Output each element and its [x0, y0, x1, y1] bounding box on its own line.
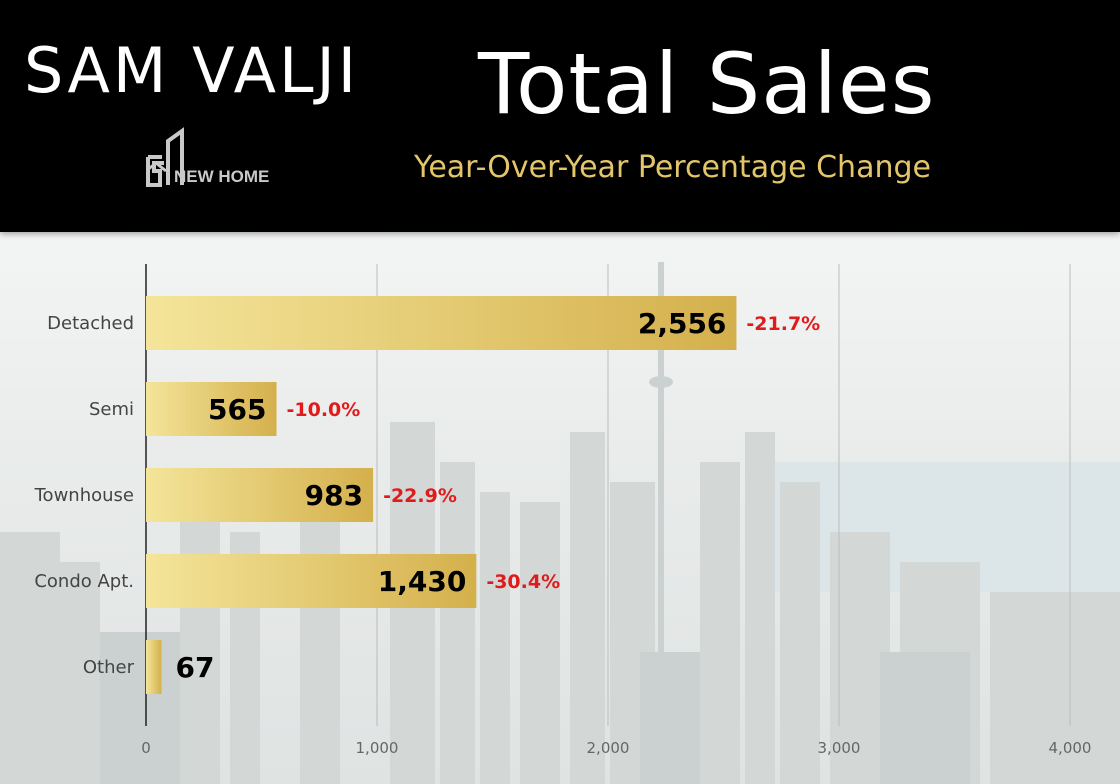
yoy-change-label: -21.7%: [746, 313, 820, 335]
yoy-change-label: -10.0%: [287, 399, 361, 421]
value-label: 565: [208, 393, 266, 426]
yoy-change-label: -30.4%: [486, 571, 560, 593]
bar: [146, 640, 162, 694]
bar: [146, 382, 277, 436]
x-tick-label: 1,000: [356, 739, 399, 757]
category-label: Semi: [89, 399, 134, 420]
building-logo-icon: [145, 127, 184, 187]
category-label: Detached: [47, 313, 134, 334]
x-tick-label: 0: [141, 739, 151, 757]
category-label: Townhouse: [34, 485, 134, 506]
yoy-change-label: -22.9%: [383, 485, 457, 507]
logo-text: NEW HOME: [174, 167, 270, 186]
x-tick-label: 4,000: [1049, 739, 1092, 757]
chart-subtitle: Year-Over-Year Percentage Change: [414, 150, 931, 185]
x-tick-label: 3,000: [818, 739, 861, 757]
new-home-logo: NEW HOME: [145, 127, 276, 187]
value-label: 2,556: [638, 307, 727, 340]
brand-name: SAM VALJI: [24, 34, 360, 107]
category-label: Condo Apt.: [34, 571, 134, 592]
bar: [146, 296, 737, 350]
header: SAM VALJI NEW HOME Total Sales Year-Over…: [0, 0, 1120, 232]
value-label: 983: [305, 479, 363, 512]
horizontal-bar-chart: 0 1,000 2,000 3,000 4,000 Detached 2,556 -21.7%…: [34, 264, 1092, 757]
value-label: 1,430: [378, 565, 467, 598]
x-tick-label: 2,000: [587, 739, 630, 757]
chart-title: Total Sales: [478, 35, 936, 133]
bar: [146, 468, 374, 522]
category-label: Other: [83, 657, 135, 678]
value-label: 67: [175, 651, 214, 684]
bar: [146, 554, 477, 608]
